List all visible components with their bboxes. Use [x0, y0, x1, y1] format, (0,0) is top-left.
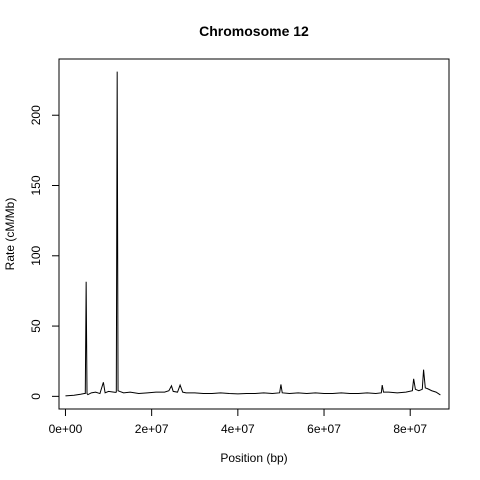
y-tick-label: 0 [29, 393, 43, 400]
x-axis: 0e+00 2e+07 4e+07 6e+07 8e+07 [49, 408, 427, 436]
x-tick-label: 6e+07 [307, 422, 341, 436]
y-tick-label: 200 [29, 105, 43, 125]
x-tick-label: 2e+07 [135, 422, 169, 436]
series-line [65, 71, 441, 397]
x-tick-label: 0e+00 [49, 422, 83, 436]
y-tick-label: 50 [29, 319, 43, 333]
x-tick-label: 8e+07 [393, 422, 427, 436]
x-axis-label: Position (bp) [220, 451, 287, 465]
y-tick-label: 150 [29, 175, 43, 195]
chart-title: Chromosome 12 [199, 23, 309, 39]
y-axis: 0 50 100 150 200 [29, 105, 60, 400]
x-tick-label: 4e+07 [221, 422, 255, 436]
y-axis-label: Rate (cM/Mb) [3, 198, 17, 271]
y-tick-label: 100 [29, 245, 43, 265]
